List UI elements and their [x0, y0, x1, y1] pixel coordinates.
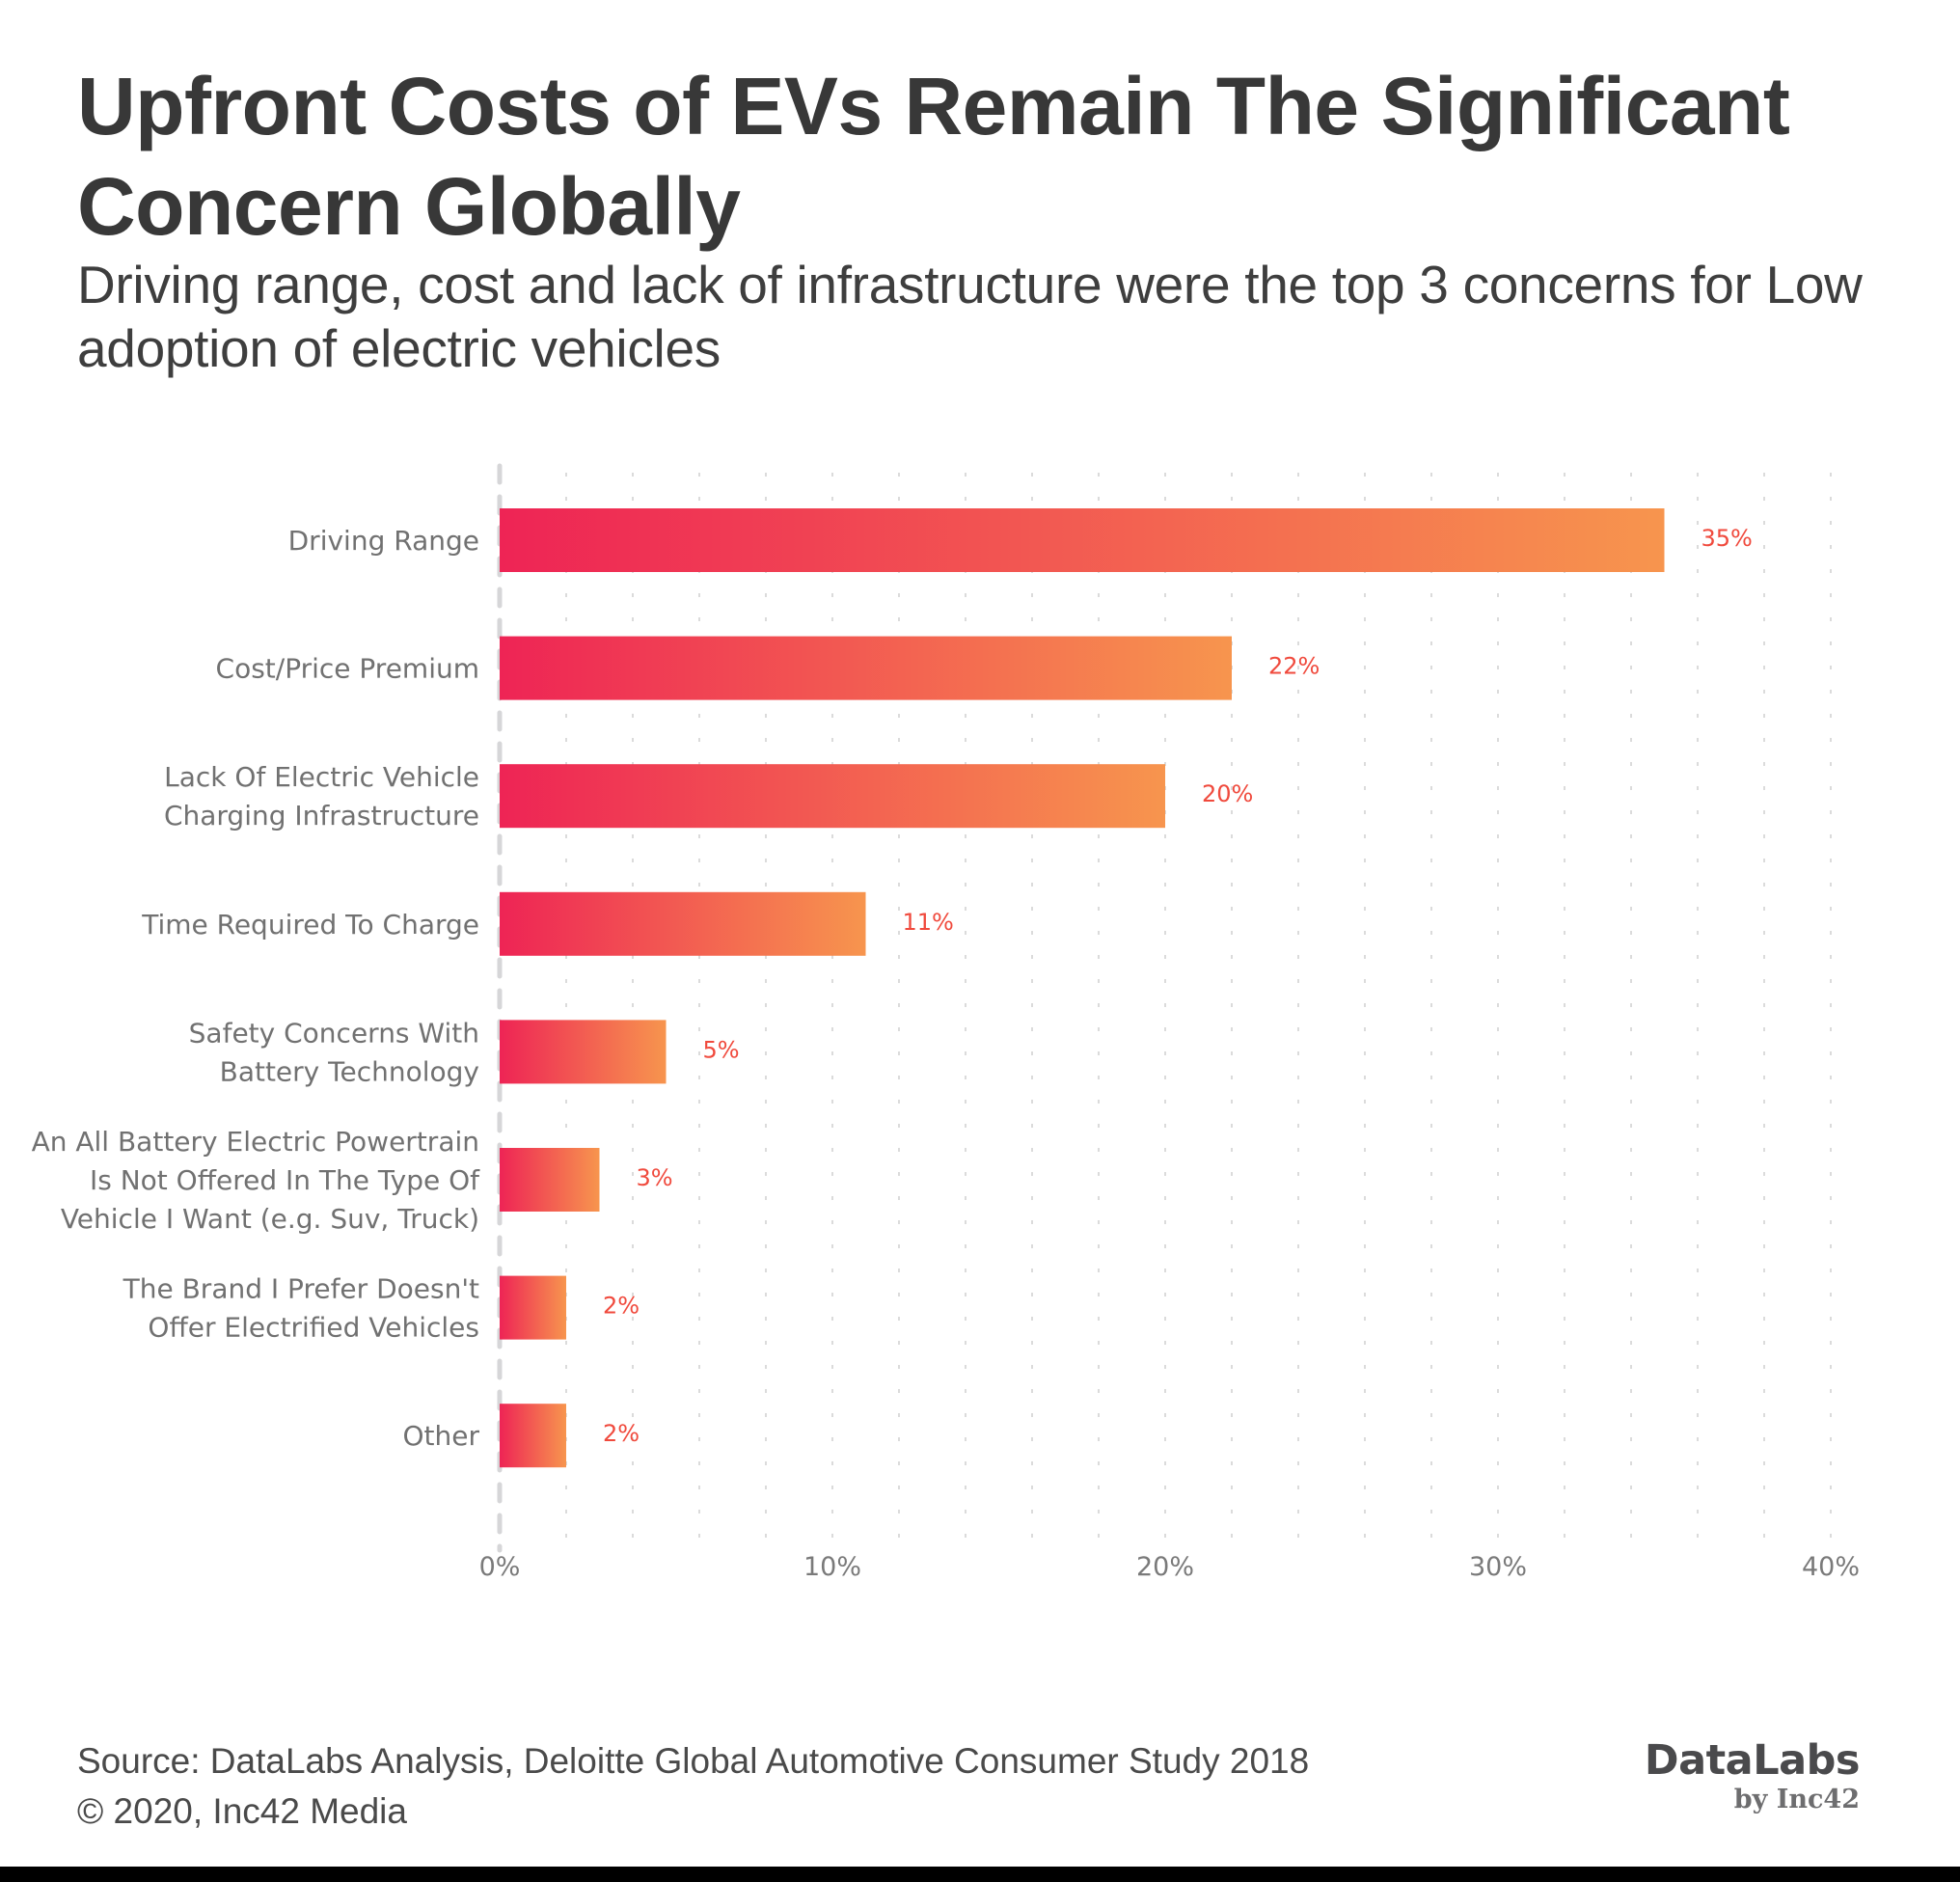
category-label-line: Safety Concerns With	[189, 1017, 479, 1049]
category-label-line: Offer Electrified Vehicles	[148, 1312, 479, 1344]
category-label: Safety Concerns With Battery Technology	[189, 1017, 479, 1087]
category-label-line: Other	[402, 1420, 479, 1452]
value-label: 11%	[903, 909, 954, 936]
bar	[500, 508, 1665, 572]
bar	[500, 1020, 667, 1084]
x-axis-tick-labels: 0% 10% 20% 30% 40%	[479, 1552, 1860, 1582]
bar	[500, 1404, 566, 1468]
logo-wordmark: DataLabs	[1644, 1736, 1861, 1785]
category-label-line: Vehicle I Want (e.g. Suv, Truck)	[61, 1203, 479, 1235]
bars	[500, 508, 1665, 1468]
bar	[500, 891, 866, 956]
category-label-line: Lack Of Electric Vehicle	[164, 761, 479, 793]
x-tick-label: 30%	[1469, 1552, 1527, 1582]
category-label-line: Battery Technology	[220, 1055, 479, 1087]
category-label: The Brand I Prefer Doesn't Offer Electrif…	[122, 1273, 479, 1344]
copyright-note: © 2020, Inc42 Media	[77, 1791, 407, 1831]
value-labels: 35% 22% 20% 11% 5% 3% 2% 2%	[603, 525, 1753, 1447]
category-label-line: Time Required To Charge	[141, 909, 479, 941]
value-label: 3%	[637, 1164, 673, 1191]
bottom-border	[0, 1867, 1960, 1882]
value-label: 22%	[1268, 653, 1320, 680]
bar	[500, 1275, 566, 1340]
category-label-line: Charging Infrastructure	[164, 800, 479, 832]
x-tick-label: 10%	[803, 1552, 861, 1582]
logo-byline: by Inc42	[1733, 1785, 1860, 1814]
category-label: An All Battery Electric Powertrain Is Not…	[32, 1126, 481, 1235]
x-tick-label: 20%	[1136, 1552, 1194, 1582]
category-labels: Driving Range Cost/Price Premium Lack Of E…	[32, 525, 481, 1452]
value-label: 20%	[1202, 780, 1253, 807]
category-label-line: Cost/Price Premium	[216, 653, 479, 685]
datalabs-logo: DataLabs by Inc42	[1644, 1736, 1861, 1815]
category-label-line: The Brand I Prefer Doesn't	[122, 1273, 479, 1305]
bar	[500, 1148, 600, 1212]
category-label: Time Required To Charge	[141, 909, 479, 941]
footer: Source: DataLabs Analysis, Deloitte Glob…	[77, 1736, 1309, 1837]
value-label: 2%	[603, 1293, 640, 1320]
category-label: Lack Of Electric Vehicle Charging Infrast…	[164, 761, 479, 832]
source-note: Source: DataLabs Analysis, Deloitte Glob…	[77, 1741, 1310, 1781]
category-label-line: An All Battery Electric Powertrain	[32, 1126, 479, 1158]
bar	[500, 764, 1165, 829]
value-label: 5%	[703, 1036, 740, 1063]
value-label: 35%	[1701, 525, 1753, 552]
category-label-line: Driving Range	[288, 525, 479, 557]
category-label: Cost/Price Premium	[216, 653, 479, 685]
category-label: Other	[402, 1420, 479, 1452]
chart-subtitle: Driving range, cost and lack of infrastr…	[77, 255, 1863, 378]
x-tick-label: 0%	[479, 1552, 521, 1582]
category-label-line: Is Not Offered In The Type Of	[90, 1164, 480, 1196]
grid-lines	[565, 473, 1832, 1550]
bar	[500, 636, 1232, 700]
category-label: Driving Range	[288, 525, 479, 557]
bar-chart: Driving Range Cost/Price Premium Lack Of E…	[32, 463, 1860, 1582]
x-tick-label: 40%	[1802, 1552, 1860, 1582]
chart-title: Upfront Costs of EVs Remain The Signific…	[77, 61, 1790, 252]
value-label: 2%	[603, 1420, 640, 1447]
